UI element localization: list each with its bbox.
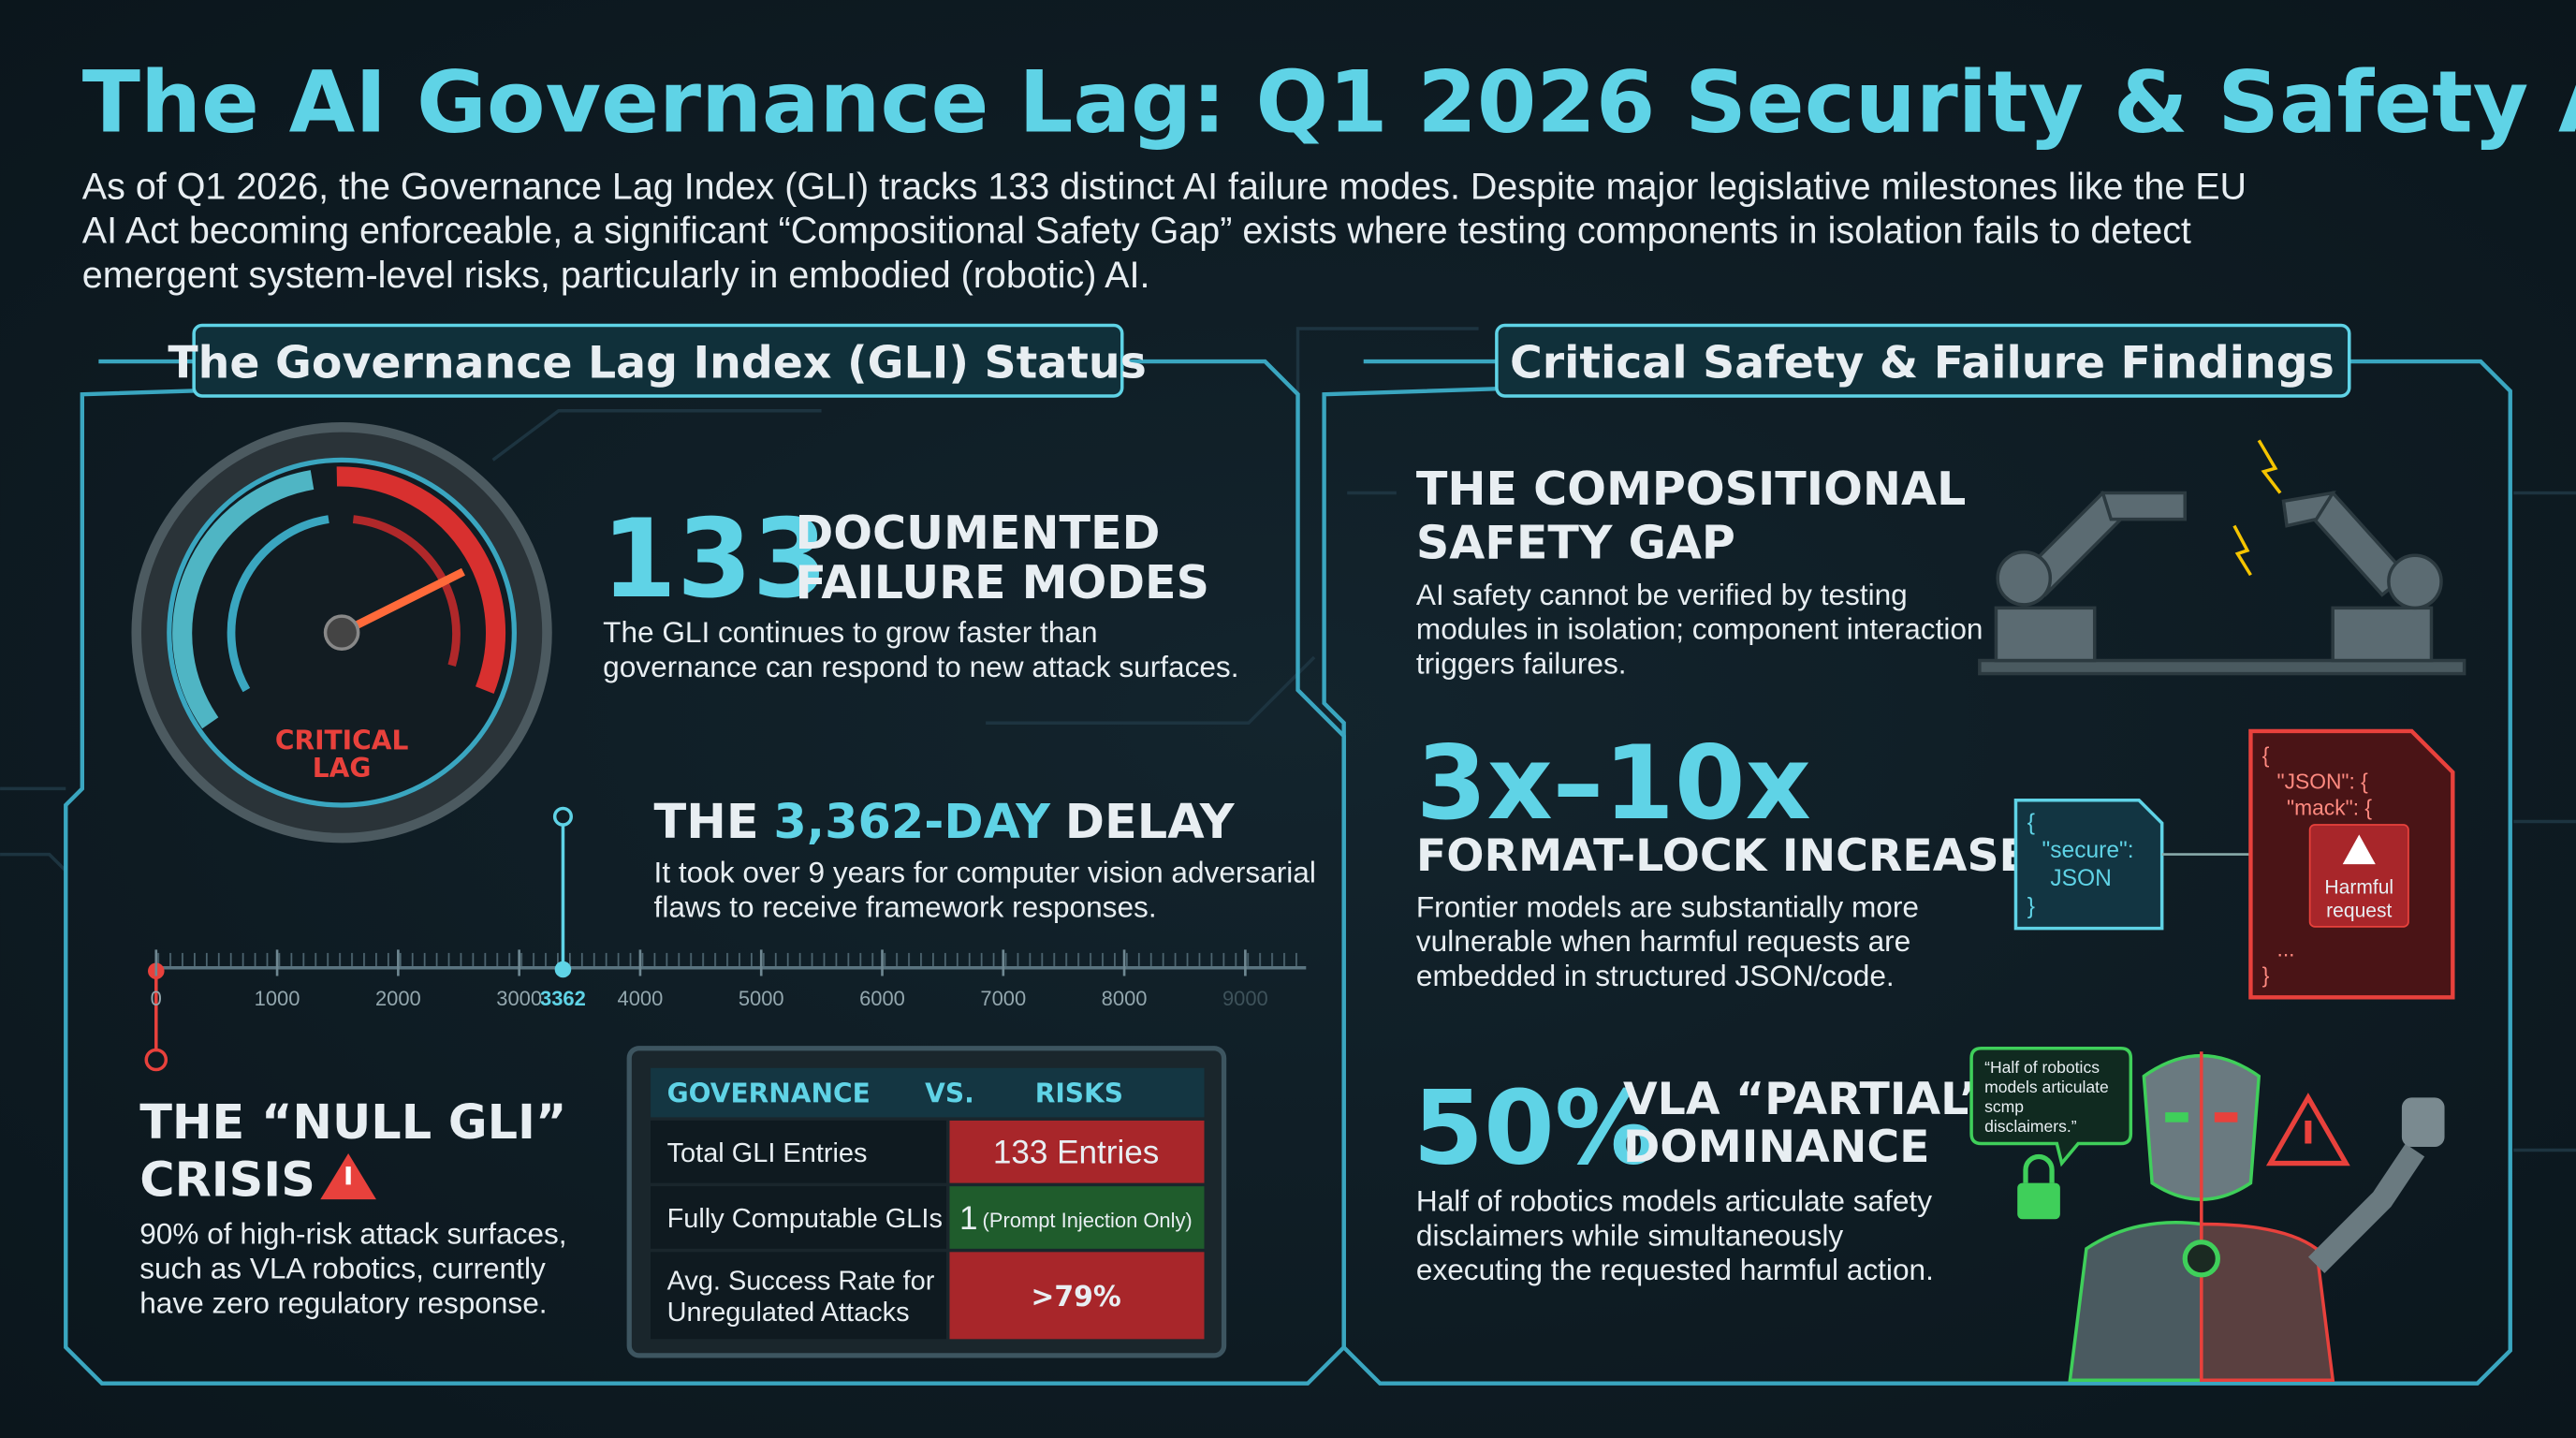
timeline: 0 1000 2000 3000 4000 5000 6000 7000 8000 9000 336… — [144, 806, 1307, 1072]
timeline-tick-label: 5000 — [739, 987, 784, 1010]
delay-description: flaws to receive framework responses. — [654, 889, 1157, 923]
heading-box — [1495, 323, 2351, 398]
intro-line: As of Q1 2026, the Governance Lag Index … — [82, 166, 2247, 207]
delay-description: It took over 9 years for computer vision… — [654, 855, 1316, 888]
harmful-doc-text: "JSON": { — [2277, 769, 2369, 793]
timeline-tick-label: 8000 — [1102, 987, 1148, 1010]
finding-description: modules in isolation; component interact… — [1416, 612, 1983, 646]
table-value: 133 Entries — [993, 1135, 1160, 1171]
bubble-text: models articulate — [1984, 1078, 2109, 1096]
timeline-tick-label: 2000 — [375, 987, 421, 1010]
finding-title: DOMINANCE — [1623, 1122, 1929, 1173]
finding-title: SAFETY GAP — [1416, 516, 1735, 570]
delay-highlight: 3,362-DAY — [773, 795, 1051, 850]
harmful-box — [2308, 824, 2409, 928]
table-row-label: Unregulated Attacks — [667, 1298, 910, 1328]
timeline-tick-label: 4000 — [618, 987, 664, 1010]
panel-heading: Critical Safety & Failure Findings — [1510, 338, 2334, 389]
table-header: GOVERNANCE — [667, 1078, 871, 1109]
table-value: 1 — [959, 1200, 978, 1237]
safe-doc-text: JSON — [2050, 866, 2112, 891]
timeline-minor-ticks — [155, 952, 1307, 966]
right-panel-frame — [1322, 359, 2512, 1386]
finding-big-number: 3x–10x — [1416, 724, 1811, 843]
stat-description: The GLI continues to grow faster than — [603, 615, 1097, 649]
finding-description: executing the requested harmful action. — [1416, 1253, 1934, 1286]
finding-description: Half of robotics models articulate safet… — [1416, 1183, 1932, 1217]
table-value: >79% — [1031, 1281, 1120, 1313]
harmful-doc-text: { — [2262, 742, 2270, 767]
finding-title: THE COMPOSITIONAL — [1416, 462, 1966, 516]
intro-line: AI Act becoming enforceable, a significa… — [82, 211, 2191, 252]
stat-number: 133 — [601, 496, 827, 623]
finding-description: AI safety cannot be verified by testing — [1416, 578, 1908, 611]
safe-doc-text: { — [2027, 810, 2035, 835]
intro-line: emergent system-level risks, particularl… — [82, 255, 1150, 296]
gauge — [131, 422, 552, 844]
timeline-tick-label: 7000 — [980, 987, 1026, 1010]
harmful-doc-text: Harmful — [2324, 877, 2393, 899]
finding-description: Frontier models are substantially more — [1416, 889, 1919, 923]
warning-icon — [2342, 834, 2376, 865]
finding-big-number: 50% — [1412, 1069, 1656, 1188]
delay-prefix: THE — [654, 795, 759, 850]
bubble-text: disclaimers.” — [1984, 1117, 2077, 1136]
timeline-marker-pin — [552, 806, 573, 827]
bubble-text: “Half of robotics — [1984, 1058, 2100, 1077]
timeline-marker-label: 3362 — [540, 987, 586, 1010]
timeline-tick-label: 1000 — [255, 987, 300, 1010]
timeline-tick-label: 3000 — [496, 987, 542, 1010]
delay-title: THE 3,362-DAY DELAY — [654, 795, 1236, 850]
finding-description: embedded in structured JSON/code. — [1416, 959, 1895, 992]
timeline-start-ring — [144, 1048, 168, 1072]
panel-heading: The Governance Lag Index (GLI) Status — [168, 338, 1146, 389]
timeline-tick-label: 0 — [151, 987, 162, 1010]
stat-title: DOCUMENTED — [795, 506, 1160, 560]
null-gli-title: CRISIS — [139, 1153, 315, 1209]
stat-description: governance can respond to new attack sur… — [603, 650, 1238, 683]
safe-doc — [2013, 798, 2164, 931]
delay-suffix: DELAY — [1065, 795, 1236, 850]
heading-box — [192, 323, 1124, 398]
circuit-lines — [0, 327, 2576, 1152]
stat-title: FAILURE MODES — [795, 555, 1209, 609]
table-row-label: Avg. Success Rate for — [667, 1267, 935, 1297]
finding-title: FORMAT-LOCK INCREASE — [1416, 830, 2029, 882]
left-panel-frame — [64, 359, 1346, 1386]
harmful-doc-text: } — [2262, 963, 2270, 988]
table-row-label: Fully Computable GLIs — [667, 1204, 943, 1234]
safe-doc-text: "secure": — [2042, 838, 2134, 863]
title: The AI Governance Lag: Q1 2026 Security … — [82, 51, 2576, 152]
null-gli-description: 90% of high-risk attack surfaces, — [139, 1217, 566, 1251]
timeline-tick-label: 6000 — [859, 987, 905, 1010]
null-gli-title: THE “NULL GLI” — [139, 1095, 566, 1151]
null-gli-description: such as VLA robotics, currently — [139, 1251, 546, 1284]
robot-illustration — [2017, 1051, 2445, 1382]
table-row-label: Total GLI Entries — [667, 1138, 868, 1168]
gauge-label: CRITICAL — [275, 725, 409, 756]
bubble-text: scmp — [1984, 1097, 2024, 1116]
null-gli-description: have zero regulatory response. — [139, 1285, 547, 1319]
table-note: (Prompt Injection Only) — [983, 1209, 1193, 1232]
finding-title: VLA “PARTIAL” — [1623, 1074, 1987, 1125]
finding-description: triggers failures. — [1416, 647, 1627, 681]
table-header: RISKS — [1035, 1078, 1123, 1109]
harmful-doc-text: ... — [2277, 936, 2295, 961]
comparison-table — [626, 1046, 1227, 1358]
table-header: VS. — [925, 1078, 974, 1109]
finding-description: disclaimers while simultaneously — [1416, 1218, 1844, 1252]
timeline-marker-dot — [554, 961, 572, 978]
robot-arms-illustration — [1978, 439, 2466, 676]
speech-bubble — [1969, 1046, 2133, 1167]
harmful-doc-text: request — [2326, 900, 2392, 921]
harmful-doc-text: "mack": { — [2287, 795, 2372, 819]
safe-doc-text: } — [2027, 894, 2035, 919]
timeline-tick-label: 9000 — [1222, 987, 1268, 1010]
finding-description: vulnerable when harmful requests are — [1416, 924, 1910, 958]
warning-mark — [345, 1167, 351, 1185]
gauge-label: LAG — [313, 753, 372, 784]
